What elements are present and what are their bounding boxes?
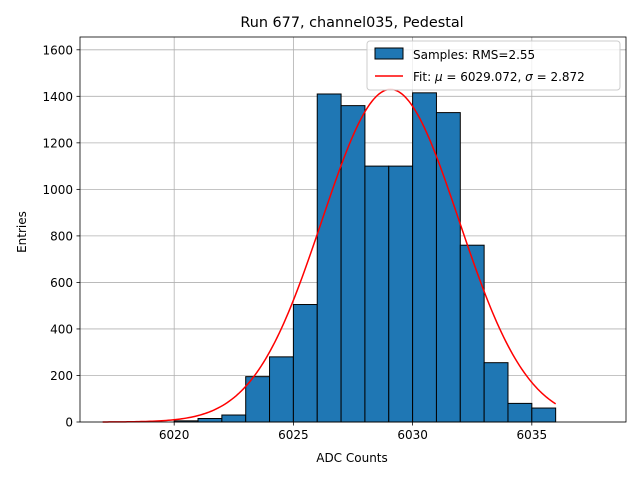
plot-frame [79, 36, 627, 423]
y-tick-label-8: 1600 [42, 43, 73, 57]
x-tick-label-1: 6025 [278, 428, 309, 442]
legend-fit-mu-value: = 6029.072, [443, 70, 526, 84]
legend-fit-sigma-value: = 2.872 [533, 70, 585, 84]
legend-samples-label: Samples: RMS=2.55 [413, 48, 535, 62]
legend-fit-sigma-symbol: σ [525, 70, 533, 84]
fit-curve-group [102, 88, 557, 423]
y-axis-label: Entries [15, 211, 29, 253]
legend-samples-swatch [374, 47, 404, 60]
legend: Samples: RMS=2.55 Fit: μ = 6029.072, σ =… [366, 40, 621, 91]
histogram-bar-6 [316, 93, 342, 423]
x-tick-label-0: 6020 [159, 428, 190, 442]
x-axis-ticks: 6020 6025 6030 6035 [159, 422, 547, 442]
fit-curve [102, 88, 557, 423]
y-tick-label-4: 800 [50, 229, 73, 243]
histogram-bar-15 [531, 407, 557, 423]
histogram-bar-13 [483, 362, 509, 423]
y-tick-label-1: 200 [50, 369, 73, 383]
y-tick-label-3: 600 [50, 276, 73, 290]
histogram-bar-8 [364, 165, 390, 423]
y-tick-label-7: 1400 [42, 90, 73, 104]
histogram-bar-14 [507, 402, 533, 423]
y-tick-label-2: 400 [50, 322, 73, 336]
legend-box [366, 40, 621, 91]
histogram-bar-9 [388, 165, 414, 423]
x-tick-label-3: 6035 [517, 428, 548, 442]
y-tick-label-6: 1200 [42, 136, 73, 150]
legend-fit-prefix: Fit: [413, 70, 435, 84]
legend-fit-label: Fit: μ = 6029.072, σ = 2.872 [413, 70, 585, 84]
y-tick-label-0: 0 [65, 416, 73, 430]
x-axis-label: ADC Counts [316, 451, 388, 465]
histogram-bar-5 [292, 304, 318, 423]
histogram-bar-2 [221, 414, 247, 423]
y-axis-ticks: 0 200 400 600 800 1000 1200 1400 1600 [42, 43, 80, 430]
histogram-bar-1 [197, 418, 223, 423]
histogram-bar-11 [435, 112, 461, 423]
histogram-bar-7 [340, 105, 366, 423]
legend-fit-mu-symbol: μ [434, 70, 443, 84]
histogram-bar-10 [412, 92, 437, 423]
y-tick-label-5: 1000 [42, 183, 73, 197]
x-tick-label-2: 6030 [397, 428, 428, 442]
chart-title: Run 677, channel035, Pedestal [240, 15, 463, 31]
histogram-bar-12 [459, 244, 485, 423]
histogram-bar-4 [269, 356, 294, 423]
